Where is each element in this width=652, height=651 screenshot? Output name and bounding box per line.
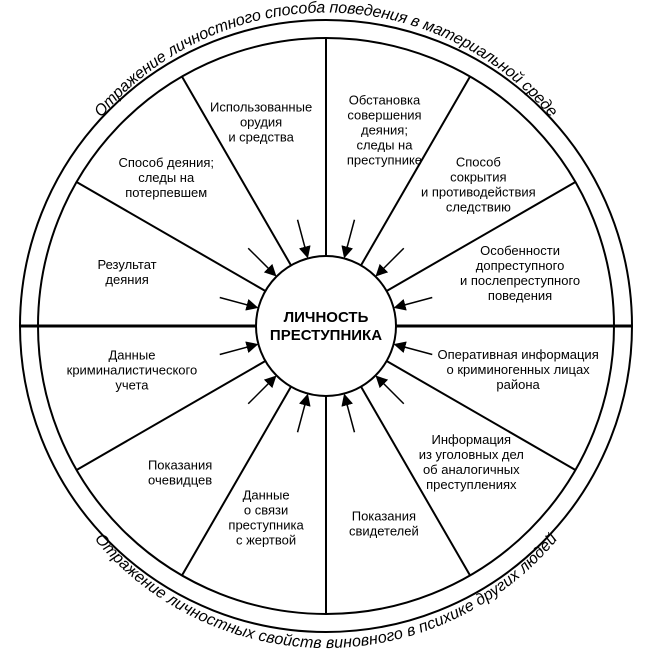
sector-label: Результатдеяния xyxy=(98,257,157,287)
sector-label: Данныекриминалистическогоучета xyxy=(67,347,198,392)
sector-label: Использованныеорудияи средства xyxy=(210,99,312,144)
sector-arrow xyxy=(345,220,355,257)
sector-arrow xyxy=(377,377,404,404)
sector-arrow xyxy=(248,377,275,404)
radial-diagram: ЛИЧНОСТЬПРЕСТУПНИКА Результатдеяния Способ… xyxy=(0,0,652,651)
sector-label: Оперативная информацияо криминогенных ли… xyxy=(437,347,598,392)
sector-label: Обстановкасовершениядеяния;следы напрест… xyxy=(347,93,422,168)
sector-arrow xyxy=(396,298,433,308)
sector-label: Способсокрытияи противодействияследствию xyxy=(421,154,536,214)
sector-arrow xyxy=(377,248,404,275)
sector-label: Показаниясвидетелей xyxy=(349,508,419,538)
sector-label: Данныео связипреступникас жертвой xyxy=(228,488,304,548)
sector-label: Особенностидопреступногои послепреступно… xyxy=(460,243,580,303)
center-node xyxy=(256,256,396,396)
sector-label: Информацияиз уголовных делоб аналогичных… xyxy=(419,432,524,492)
sector-arrow xyxy=(298,220,308,257)
sector-label: Показанияочевидцев xyxy=(148,458,212,488)
sector-arrow xyxy=(248,248,275,275)
sector-arrow xyxy=(298,396,308,433)
sector-arrow xyxy=(220,298,257,308)
center-label: ЛИЧНОСТЬПРЕСТУПНИКА xyxy=(270,309,382,344)
sector-label: Способ деяния;следы напотерпевшем xyxy=(118,155,214,200)
sector-arrow xyxy=(345,396,355,433)
sector-arrow xyxy=(396,345,433,355)
sector-arrow xyxy=(220,345,257,355)
